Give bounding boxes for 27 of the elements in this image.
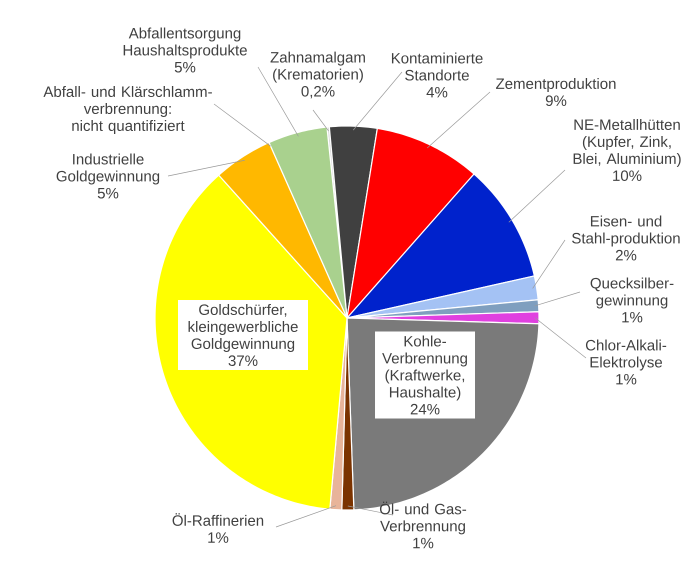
slice-label: Quecksilber-gewinnung — [590, 278, 674, 308]
data-label: 5% — [98, 188, 118, 198]
data-label: 5% — [174, 62, 196, 72]
data-label: 1% — [616, 374, 636, 384]
slice-label: Abfallentsorgung Haushaltsprodukte — [124, 27, 247, 58]
slice-label: Zahnamalgam (Krematorien) — [270, 52, 365, 83]
slice-label: Goldschürfer, kleingewerbliche Goldgewinnung — [188, 304, 298, 352]
data-label: 1% — [413, 538, 434, 548]
category-label: Abfall- und Klärschlamm-verbrennung: nicht quantifiziert — [43, 86, 212, 134]
data-label: 9% — [546, 95, 566, 106]
slice-label: Industrielle Goldgewinnung — [56, 153, 160, 184]
data-label: 4% — [426, 86, 448, 98]
slice-label: Kohle-Verbrennung (Kraftwerke, Haushalte) — [382, 336, 467, 400]
data-label: 0,2% — [301, 86, 335, 98]
slice-label: Kontaminierte Standorte — [392, 52, 483, 81]
slice-label: Zementproduktion — [496, 78, 616, 92]
data-label: 1% — [622, 312, 642, 322]
slice-label: NE-Metallhütten (Kupfer, Zink, Blei, Aluminium) — [574, 118, 681, 167]
data-label: 10% — [613, 170, 642, 181]
slice-label: Eisen- und Stahl-produktion — [572, 216, 680, 246]
slice-label: Öl- und Gas-Verbrennung — [380, 502, 466, 534]
slice-label: Öl-Raffinerien — [172, 513, 264, 526]
data-label: 2% — [616, 250, 636, 260]
data-label: 24% — [410, 404, 440, 414]
data-label: 37% — [228, 355, 258, 366]
data-label: 1% — [208, 532, 228, 543]
slice-label: Chlor-Alkali-Elektrolyse — [586, 340, 666, 370]
